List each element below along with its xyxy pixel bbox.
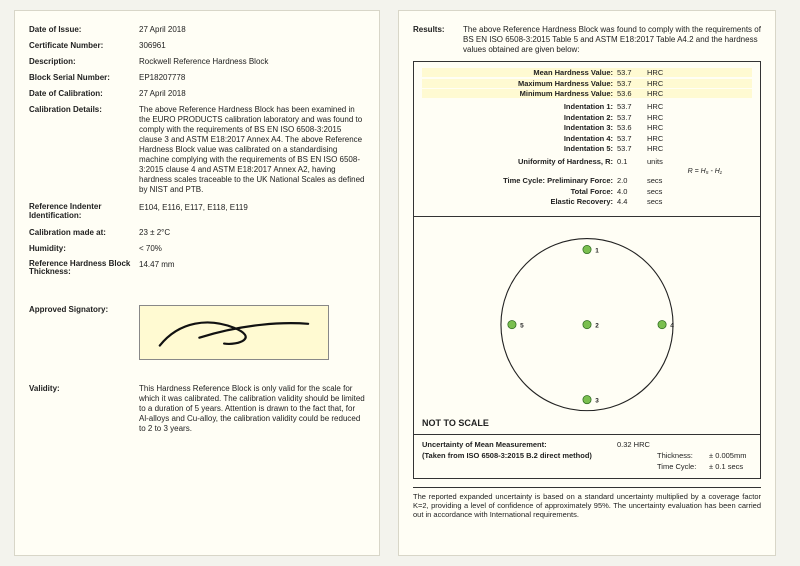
doi-label: Date of Issue: (29, 25, 139, 34)
desc-label: Description: (29, 57, 139, 66)
ind3-unit: HRC (647, 123, 677, 132)
signature-box (139, 305, 329, 360)
uncertainty-box: Uncertainty of Mean Measurement: 0.32 HR… (413, 435, 761, 479)
calat-label: Calibration made at: (29, 228, 139, 237)
total-val: 4.0 (617, 187, 647, 196)
ind5-key: Indentation 5: (422, 144, 617, 153)
caldet-value: The above Reference Hardness Block has b… (139, 105, 365, 195)
hum-label: Humidity: (29, 244, 139, 253)
elastic-val: 4.4 (617, 197, 647, 206)
prelim-unit: secs (647, 176, 677, 185)
total-key: Total Force: (422, 187, 617, 196)
validity-value: This Hardness Reference Block is only va… (139, 384, 365, 434)
unc-mean-val: 0.32 HRC (617, 440, 752, 449)
footer-note: The reported expanded uncertainty is bas… (413, 487, 761, 519)
prelim-val: 2.0 (617, 176, 647, 185)
serial-label: Block Serial Number: (29, 73, 139, 82)
unc-taken: (Taken from ISO 6508-3:2015 B.2 direct m… (422, 451, 657, 460)
ind3-key: Indentation 3: (422, 123, 617, 132)
mean-key: Mean Hardness Value: (422, 68, 617, 77)
ind5-val: 53.7 (617, 144, 647, 153)
certificate-left-page: Date of Issue:27 April 2018 Certificate … (14, 10, 380, 556)
ind2-key: Indentation 2: (422, 113, 617, 122)
indenter-value: E104, E116, E117, E118, E119 (139, 203, 365, 221)
serial-value: EP18207778 (139, 73, 365, 82)
ind3-val: 53.6 (617, 123, 647, 132)
results-label: Results: (413, 25, 463, 55)
min-key: Minimum Hardness Value: (422, 89, 617, 98)
unif-key: Uniformity of Hardness, R: (422, 157, 617, 166)
ind1-key: Indentation 1: (422, 102, 617, 111)
ind1-unit: HRC (647, 102, 677, 111)
indentation-diagram: 1 2 3 4 5 NOT TO SCALE (413, 217, 761, 435)
results-text: The above Reference Hardness Block was f… (463, 25, 761, 55)
calat-value: 23 ± 2°C (139, 228, 365, 237)
max-val: 53.7 (617, 79, 647, 88)
signature-icon (140, 306, 328, 360)
ind2-unit: HRC (647, 113, 677, 122)
ind5-unit: HRC (647, 144, 677, 153)
total-unit: secs (647, 187, 677, 196)
doc-value: 27 April 2018 (139, 89, 365, 98)
min-unit: HRC (647, 89, 677, 98)
ind4-unit: HRC (647, 134, 677, 143)
unif-val: 0.1 (617, 157, 647, 166)
prelim-key: Time Cycle: Preliminary Force: (422, 176, 617, 185)
svg-text:2: 2 (595, 322, 599, 329)
mean-unit: HRC (647, 68, 677, 77)
desc-value: Rockwell Reference Hardness Block (139, 57, 365, 66)
svg-text:1: 1 (595, 247, 599, 254)
elastic-unit: secs (647, 197, 677, 206)
thick-label: Reference Hardness Block Thickness: (29, 260, 139, 278)
svg-text:4: 4 (670, 322, 674, 329)
unif-unit: units (647, 157, 677, 166)
unc-tc-key: Time Cycle: (657, 462, 709, 471)
thick-value: 14.47 mm (139, 260, 365, 278)
max-unit: HRC (647, 79, 677, 88)
indenter-label: Reference Indenter Identification: (29, 203, 139, 221)
max-key: Maximum Hardness Value: (422, 79, 617, 88)
min-val: 53.6 (617, 89, 647, 98)
doi-value: 27 April 2018 (139, 25, 365, 34)
certificate-right-page: Results: The above Reference Hardness Bl… (398, 10, 776, 556)
mean-val: 53.7 (617, 68, 647, 77)
unc-thick-key: Thickness: (657, 451, 709, 460)
ind4-val: 53.7 (617, 134, 647, 143)
not-to-scale: NOT TO SCALE (422, 418, 489, 428)
certno-value: 306961 (139, 41, 365, 50)
certno-label: Certificate Number: (29, 41, 139, 50)
ind4-key: Indentation 4: (422, 134, 617, 143)
ind2-val: 53.7 (617, 113, 647, 122)
unc-tc-val: ± 0.1 secs (709, 462, 743, 471)
unc-thick-val: ± 0.005mm (709, 451, 746, 460)
elastic-key: Elastic Recovery: (422, 197, 617, 206)
svg-text:3: 3 (595, 397, 599, 404)
unc-mean-key: Uncertainty of Mean Measurement: (422, 440, 617, 449)
unif-sub: R = H₅ - H₁ (422, 168, 752, 175)
hardness-values-box: Mean Hardness Value:53.7HRC Maximum Hard… (413, 61, 761, 217)
validity-label: Validity: (29, 384, 139, 434)
hum-value: < 70% (139, 244, 365, 253)
ind1-val: 53.7 (617, 102, 647, 111)
svg-text:5: 5 (520, 322, 524, 329)
sig-label: Approved Signatory: (29, 305, 139, 360)
caldet-label: Calibration Details: (29, 105, 139, 195)
doc-label: Date of Calibration: (29, 89, 139, 98)
